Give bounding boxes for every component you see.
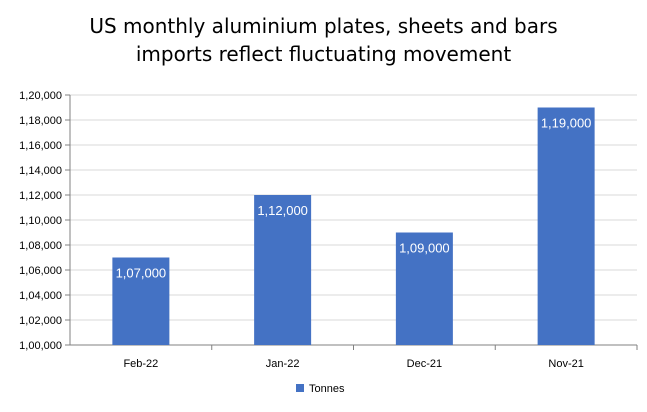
bar	[537, 107, 595, 345]
y-tick-label: 1,04,000	[19, 290, 62, 302]
y-tick-label: 1,12,000	[19, 190, 62, 202]
y-tick-label: 1,16,000	[19, 140, 62, 152]
y-tick-label: 1,06,000	[19, 265, 62, 277]
bar	[112, 257, 170, 345]
x-tick-label: Jan-22	[266, 358, 300, 370]
y-tick-label: 1,00,000	[19, 340, 62, 352]
y-tick-label: 1,14,000	[19, 165, 62, 177]
bar-data-label: 1,12,000	[257, 203, 308, 218]
y-tick-label: 1,18,000	[19, 115, 62, 127]
bar	[254, 195, 312, 345]
y-tick-label: 1,02,000	[19, 315, 62, 327]
bar	[395, 232, 453, 345]
x-tick-label: Nov-21	[548, 358, 583, 370]
legend-label: Tonnes	[309, 383, 345, 395]
bar-data-label: 1,19,000	[541, 116, 592, 131]
legend-swatch	[296, 384, 304, 392]
chart-title-line-1: US monthly aluminium plates, sheets and …	[89, 14, 558, 38]
y-tick-label: 1,08,000	[19, 240, 62, 252]
bar-data-label: 1,09,000	[399, 241, 450, 256]
chart-title-line-2: imports reflect fluctuating movement	[135, 42, 512, 66]
y-tick-label: 1,10,000	[19, 215, 62, 227]
x-tick-label: Dec-21	[407, 358, 442, 370]
x-tick-label: Feb-22	[123, 358, 158, 370]
bar-data-label: 1,07,000	[116, 266, 167, 281]
y-tick-label: 1,20,000	[19, 90, 62, 102]
